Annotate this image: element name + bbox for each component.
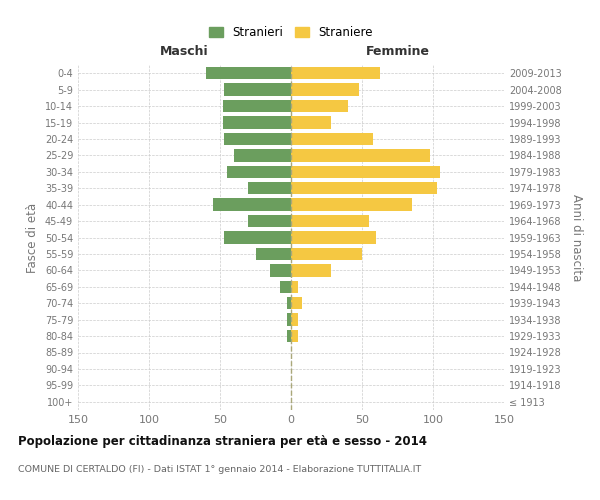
Bar [291, 215, 369, 227]
Bar [224, 84, 291, 96]
Bar [248, 182, 291, 194]
Bar [291, 166, 440, 178]
Bar [223, 116, 291, 128]
Bar [223, 100, 291, 112]
Bar [291, 198, 412, 211]
Bar [291, 264, 331, 276]
Bar [213, 198, 291, 211]
Bar [291, 297, 302, 310]
Text: Maschi: Maschi [160, 45, 209, 58]
Bar [291, 232, 376, 243]
Bar [291, 248, 362, 260]
Bar [291, 84, 359, 96]
Bar [224, 133, 291, 145]
Bar [227, 166, 291, 178]
Bar [291, 67, 380, 80]
Bar [291, 133, 373, 145]
Bar [291, 330, 298, 342]
Bar [287, 314, 291, 326]
Legend: Stranieri, Straniere: Stranieri, Straniere [205, 22, 377, 42]
Bar [256, 248, 291, 260]
Bar [291, 149, 430, 162]
Bar [224, 232, 291, 243]
Bar [287, 297, 291, 310]
Bar [248, 215, 291, 227]
Bar [291, 182, 437, 194]
Bar [287, 330, 291, 342]
Bar [291, 100, 348, 112]
Bar [291, 314, 298, 326]
Y-axis label: Anni di nascita: Anni di nascita [570, 194, 583, 281]
Bar [206, 67, 291, 80]
Text: Popolazione per cittadinanza straniera per età e sesso - 2014: Popolazione per cittadinanza straniera p… [18, 435, 427, 448]
Text: COMUNE DI CERTALDO (FI) - Dati ISTAT 1° gennaio 2014 - Elaborazione TUTTITALIA.I: COMUNE DI CERTALDO (FI) - Dati ISTAT 1° … [18, 465, 421, 474]
Text: Femmine: Femmine [365, 45, 430, 58]
Bar [270, 264, 291, 276]
Bar [234, 149, 291, 162]
Bar [291, 280, 298, 293]
Bar [291, 116, 331, 128]
Bar [280, 280, 291, 293]
Y-axis label: Fasce di età: Fasce di età [26, 202, 39, 272]
